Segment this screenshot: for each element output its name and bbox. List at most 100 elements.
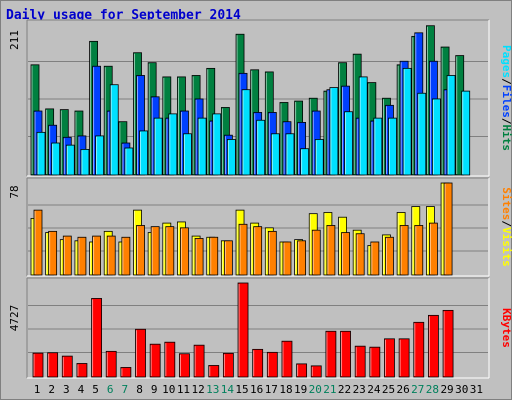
pages-bar xyxy=(139,130,148,176)
sites-bar xyxy=(165,226,175,276)
pages-bar-body xyxy=(65,144,75,176)
kbytes-bar-body xyxy=(179,353,190,378)
pages-bar xyxy=(197,117,207,176)
sites-bar xyxy=(414,225,424,276)
x-tick-label: 10 xyxy=(162,383,175,396)
kbytes-bar xyxy=(325,330,337,378)
kbytes-bar xyxy=(310,365,322,378)
kbytes-bar xyxy=(105,350,117,378)
kbytes-bar xyxy=(340,330,351,378)
kbytes-bar xyxy=(61,355,73,378)
kbytes-bar xyxy=(120,367,132,378)
kbytes-bar-body xyxy=(61,355,73,378)
pages-bar-body xyxy=(329,87,339,176)
kbytes-bar-body xyxy=(310,365,322,378)
sites-bar xyxy=(121,236,131,276)
hits-legend-part: Hits xyxy=(500,125,512,152)
x-tick-label: 4 xyxy=(78,383,85,396)
pages-bar xyxy=(36,131,46,176)
hits-legend-part: / xyxy=(500,118,512,125)
kbytes-bar xyxy=(442,309,454,378)
kbytes-legend-part: KBytes xyxy=(500,308,512,348)
pages-bar xyxy=(80,149,90,176)
sites-bar-body xyxy=(62,235,72,276)
pages-bar-body xyxy=(432,98,441,176)
kbytes-bar xyxy=(384,338,395,378)
sites-bar-body xyxy=(282,241,292,276)
x-tick-label: 22 xyxy=(338,383,351,396)
chart-title: Daily usage for September 2014 xyxy=(6,8,241,23)
sites-bar-body xyxy=(443,182,453,276)
sites-bar-body xyxy=(385,236,394,276)
x-tick-label: 29 xyxy=(440,383,453,396)
kbytes-bar-body xyxy=(164,341,176,378)
pages-bar xyxy=(314,139,324,176)
sites-bar xyxy=(326,225,336,276)
pages-bar-body xyxy=(373,117,383,176)
x-tick-label: 6 xyxy=(107,383,114,396)
kbytes-bar xyxy=(164,341,176,378)
x-tick-label: 13 xyxy=(206,383,219,396)
sites-bar xyxy=(341,232,350,276)
pages-bar xyxy=(285,133,295,176)
sites-bar-body xyxy=(429,222,438,276)
sites-bar-body xyxy=(106,235,116,276)
kbytes-bar xyxy=(222,352,234,378)
pages-bar-body xyxy=(446,75,456,176)
kbytes-bar-body xyxy=(413,321,425,378)
hits-legend: Pages/Files/Hits xyxy=(500,45,512,151)
pages-bar-body xyxy=(314,139,324,176)
x-tick-label: 19 xyxy=(294,383,307,396)
pages-bar-body xyxy=(344,111,353,176)
sites-bar xyxy=(443,182,453,276)
sites-bar xyxy=(282,241,292,276)
hits-legend-part: Files xyxy=(500,85,512,118)
kbytes-bar-body xyxy=(369,346,381,378)
kbytes-bar xyxy=(193,344,205,378)
x-tick-label: 31 xyxy=(470,383,483,396)
visits-legend: Sites/Visits xyxy=(500,187,512,267)
kbytes-bar xyxy=(281,340,293,378)
sites-bar-body xyxy=(267,230,277,276)
sites-bar-body xyxy=(180,227,189,276)
pages-bar-body xyxy=(285,133,295,176)
sites-bar-body xyxy=(253,226,263,276)
x-tick-label: 23 xyxy=(353,383,366,396)
kbytes-legend: KBytes xyxy=(500,308,512,348)
kbytes-bar-body xyxy=(47,352,59,378)
x-tick-label: 8 xyxy=(136,383,143,396)
pages-bar-body xyxy=(256,119,266,176)
x-tick-label: 7 xyxy=(122,383,129,396)
sites-bar-body xyxy=(92,235,101,276)
pages-bar-body xyxy=(358,76,368,176)
sites-bar xyxy=(150,226,160,276)
pages-bar-body xyxy=(95,135,104,176)
x-tick-label: 1 xyxy=(34,383,41,396)
x-tick-label: 26 xyxy=(397,383,410,396)
pages-bar xyxy=(153,117,163,176)
sites-bar xyxy=(238,223,248,276)
pages-bar-body xyxy=(124,147,134,176)
kbytes-bar xyxy=(428,314,439,378)
sites-bar-body xyxy=(341,232,350,276)
pages-bar xyxy=(256,119,266,176)
sites-bar-body xyxy=(370,241,380,276)
x-tick-label: 27 xyxy=(411,383,424,396)
sites-bar xyxy=(385,236,394,276)
pages-bar-body xyxy=(36,131,46,176)
kbytes-bar xyxy=(179,353,190,378)
pages-bar-body xyxy=(402,67,412,176)
pages-bar-body xyxy=(153,117,163,176)
sites-bar-body xyxy=(399,225,409,276)
sites-bar-body xyxy=(209,236,219,276)
pages-bar xyxy=(300,148,310,176)
pages-bar-body xyxy=(51,142,61,176)
sites-bar-body xyxy=(77,236,87,276)
pages-bar-body xyxy=(212,113,222,176)
sites-bar xyxy=(33,209,43,276)
pages-bar-body xyxy=(139,130,148,176)
sites-bar xyxy=(62,235,72,276)
pages-bar-body xyxy=(300,148,310,176)
pages-bar xyxy=(212,113,222,176)
